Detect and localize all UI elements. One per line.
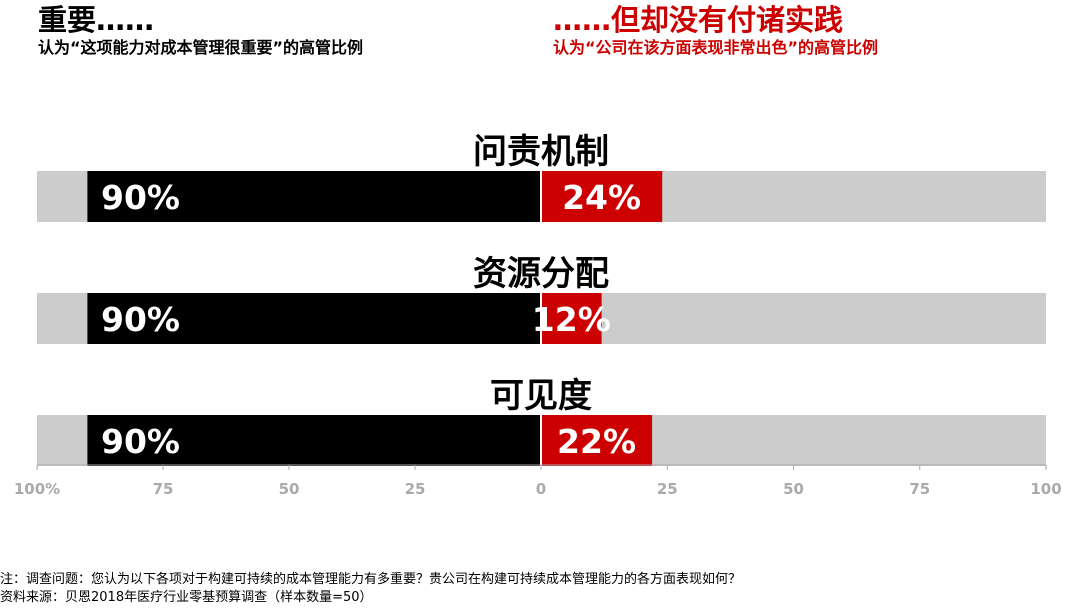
x-tick-label: 50 <box>279 480 300 498</box>
bar-importance <box>87 171 542 222</box>
x-tick-label: 100% <box>14 480 60 498</box>
bar-performance <box>541 293 602 344</box>
data-label-importance: 90% <box>101 178 180 217</box>
source-note: 资料来源：贝恩2018年医疗行业零基预算调查（样本数量=50） <box>0 590 373 605</box>
header-left-subtitle: 认为“这项能力对成本管理很重要”的高管比例 <box>38 38 364 57</box>
data-label-importance: 90% <box>101 300 180 339</box>
data-label-performance: 22% <box>557 422 636 461</box>
x-tick-label: 25 <box>657 480 678 498</box>
survey-question-note: 注：调查问题：您认为以下各项对于构建可持续的成本管理能力有多重要？贵公司在构建可… <box>0 572 742 587</box>
x-tick-label: 75 <box>153 480 174 498</box>
header-left: 重要…… 认为“这项能力对成本管理很重要”的高管比例 <box>38 4 363 58</box>
bar-performance <box>541 171 663 222</box>
x-tick-label: 75 <box>909 480 930 498</box>
x-tick-label: 50 <box>783 480 804 498</box>
x-tick-label: 0 <box>536 480 546 498</box>
category-label: 问责机制 <box>473 132 609 172</box>
diverging-bar-chart: 问责机制 90% 24% 资源分配 90% 12% 可见度 90% 22% 100% 75 50 25 0… <box>14 132 1062 498</box>
header-right: ……但却没有付诸实践 认为“公司在该方面表现非常出色”的高管比例 <box>553 4 878 58</box>
category-label: 资源分配 <box>473 254 609 294</box>
bar-performance <box>541 415 653 466</box>
bar-importance <box>87 415 542 466</box>
header-right-subtitle: 认为“公司在该方面表现非常出色”的高管比例 <box>553 38 879 57</box>
data-label-performance: 12% <box>532 300 611 339</box>
category-label: 可见度 <box>490 376 592 416</box>
x-tick-label: 100 <box>1030 480 1061 498</box>
x-tick-label: 25 <box>405 480 426 498</box>
data-label-importance: 90% <box>101 422 180 461</box>
bar-importance <box>87 293 542 344</box>
data-label-performance: 24% <box>562 178 641 217</box>
header-right-title: ……但却没有付诸实践 <box>553 3 844 37</box>
header-left-title: 重要…… <box>38 3 155 37</box>
